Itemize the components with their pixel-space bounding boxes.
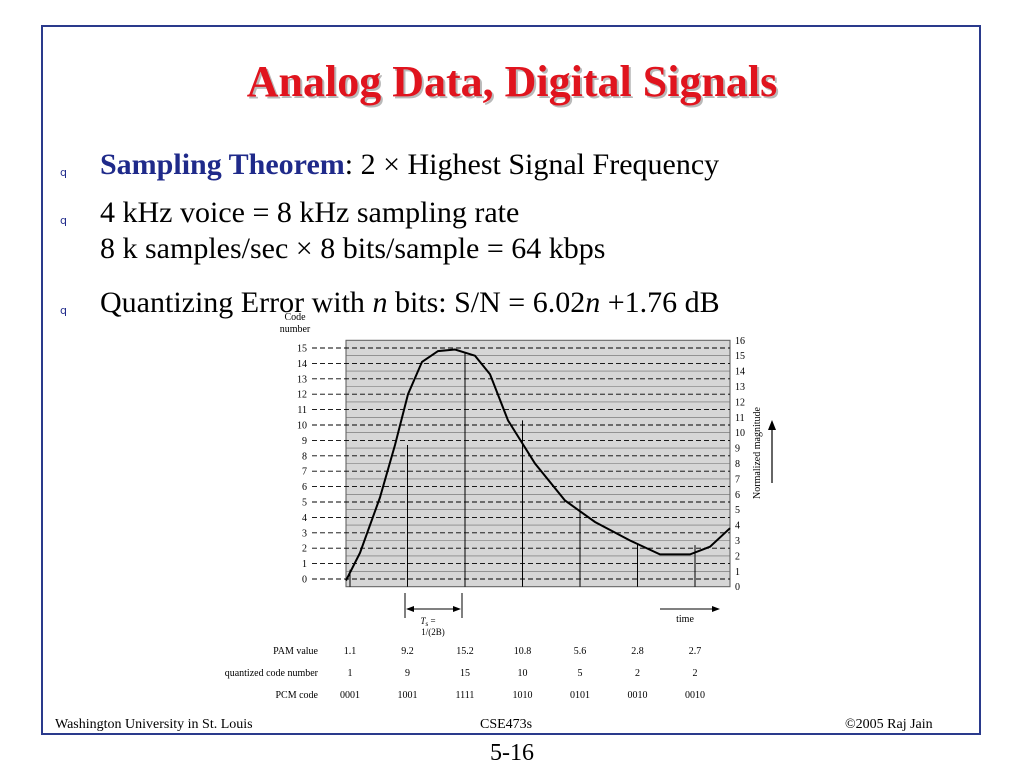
footer-left: Washington University in St. Louis (55, 717, 253, 732)
sampling-interval-marker: Ts = 1/(2B) (404, 593, 463, 637)
code-tick-label: 5 (302, 498, 307, 509)
code-number-cell: 1 (348, 668, 353, 679)
pam-value-cell: 2.8 (631, 646, 644, 657)
code-number-cell: 15 (460, 668, 470, 679)
sampling-theorem-label: Sampling Theorem (100, 148, 345, 181)
magnitude-tick-label: 8 (735, 459, 740, 470)
code-number-cell: 10 (518, 668, 528, 679)
magnitude-tick-label: 6 (735, 490, 740, 501)
footer-center: CSE473s (480, 717, 533, 732)
bullet-marker: q (60, 214, 67, 227)
pcm-code-label: PCM code (276, 690, 319, 701)
code-tick-label: 1 (302, 559, 307, 570)
signal-curve (345, 348, 731, 581)
pam-value-cell: 9.2 (401, 646, 414, 657)
pam-value-cell: 5.6 (574, 646, 587, 657)
code-number-cell: 2 (635, 668, 640, 679)
sample-lines (349, 352, 696, 587)
code-axis-title-2: number (280, 324, 311, 335)
code-tick-label: 13 (297, 374, 307, 385)
code-number-cell: 9 (405, 668, 410, 679)
up-arrow-icon (768, 420, 776, 483)
pam-value-cell: 10.8 (514, 646, 532, 657)
magnitude-tick-label: 9 (735, 444, 740, 455)
pam-value-label: PAM value (273, 646, 318, 657)
magnitude-tick-label: 0 (735, 582, 740, 593)
magnitude-tick-label: 13 (735, 382, 745, 393)
time-label: time (676, 614, 694, 625)
code-tick-label: 6 (302, 482, 307, 493)
code-number-cell: 2 (693, 668, 698, 679)
slide-frame (41, 25, 981, 735)
code-tick-label: 9 (302, 436, 307, 447)
code-tick-label: 3 (302, 528, 307, 539)
sample-table: PAM value quantized code number PCM code… (225, 646, 705, 701)
code-tick-label: 8 (302, 451, 307, 462)
slide-title: Analog Data, Digital Signals (246, 57, 778, 106)
pam-value-cell: 2.7 (689, 646, 702, 657)
sampling-theorem-text: : 2 × Highest Signal Frequency (344, 148, 720, 181)
voice-rate-line-1: 4 kHz voice = 8 kHz sampling rate (100, 196, 520, 229)
code-number-cell: 5 (578, 668, 583, 679)
magnitude-tick-label: 3 (735, 536, 740, 547)
magnitude-tick-label: 16 (735, 336, 745, 347)
code-tick-label: 4 (302, 513, 307, 524)
pam-value-cell: 1.1 (344, 646, 357, 657)
magnitude-tick-label: 2 (735, 551, 740, 562)
code-tick-label: 15 (297, 344, 307, 355)
magnitude-tick-label: 14 (735, 367, 745, 378)
svg-text:Ts =: Ts = (420, 616, 435, 628)
bullet-marker: q (60, 304, 67, 317)
pcm-code-cell: 0001 (340, 690, 360, 701)
code-axis-title-1: Code (284, 312, 306, 323)
magnitude-tick-label: 10 (735, 428, 745, 439)
grid-area (312, 339, 731, 588)
magnitude-tick-label: 12 (735, 397, 745, 408)
time-arrow: time (660, 606, 720, 625)
quantized-code-label: quantized code number (225, 668, 319, 679)
code-tick-label: 12 (297, 390, 307, 401)
code-tick-label: 2 (302, 544, 307, 555)
pcm-code-cell: 1111 (456, 690, 475, 701)
code-tick-label: 11 (297, 405, 307, 416)
pcm-code-cell: 0101 (570, 690, 590, 701)
magnitude-tick-label: 5 (735, 505, 740, 516)
pcm-code-cell: 0010 (628, 690, 648, 701)
code-tick-label: 0 (302, 575, 307, 586)
pam-value-cell: 15.2 (456, 646, 474, 657)
ts-formula: 1/(2B) (421, 627, 445, 637)
page-number: 5-16 (490, 740, 534, 766)
bullet-marker: q (60, 166, 67, 179)
code-tick-label: 14 (297, 359, 307, 370)
pcm-code-cell: 1001 (398, 690, 418, 701)
magnitude-tick-label: 1 (735, 567, 740, 578)
code-tick-label: 10 (297, 421, 307, 432)
magnitude-tick-label: 11 (735, 413, 745, 424)
normalized-magnitude-label: Normalized magnitude (752, 406, 763, 498)
footer-right: ©2005 Raj Jain (845, 717, 933, 732)
voice-rate-line-2: 8 k samples/sec × 8 bits/sample = 64 kbp… (100, 232, 606, 265)
pcm-code-cell: 0010 (685, 690, 705, 701)
magnitude-tick-label: 4 (735, 521, 740, 532)
pcm-code-cell: 1010 (513, 690, 533, 701)
code-tick-label: 7 (302, 467, 307, 478)
magnitude-tick-label: 15 (735, 351, 745, 362)
magnitude-tick-label: 7 (735, 474, 740, 485)
